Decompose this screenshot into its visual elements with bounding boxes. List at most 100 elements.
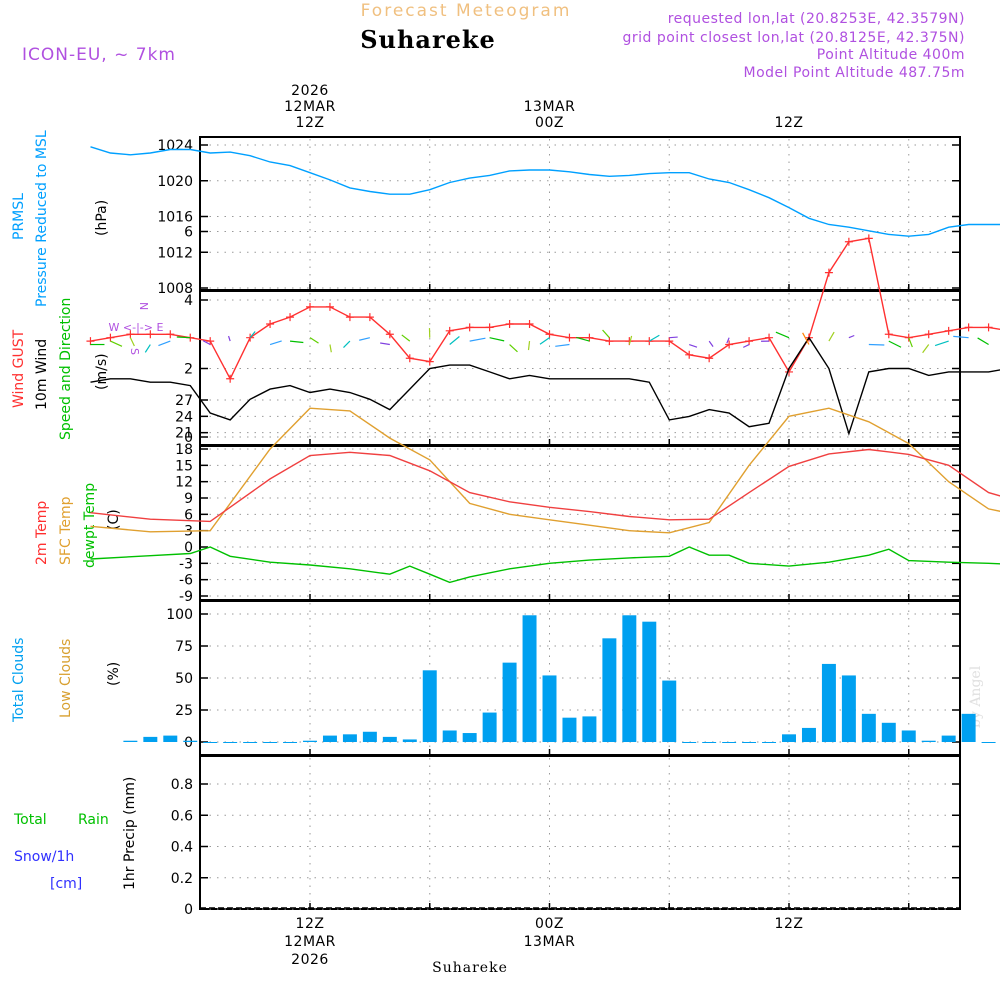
bottom-time-label: 13MAR — [524, 934, 576, 950]
gust-marker — [924, 330, 933, 339]
wind-arrow — [802, 332, 810, 345]
gust-marker — [565, 333, 574, 342]
prmsl-line — [90, 146, 1000, 237]
gust-marker — [745, 337, 754, 346]
point-altitude: Point Altitude 400m — [817, 47, 965, 63]
total-clouds-bar — [981, 742, 996, 743]
total-clouds-bar — [462, 733, 477, 742]
watermark: by Angel — [968, 665, 984, 728]
temperature-ytick-label: 12 — [175, 475, 193, 491]
clouds-ytick-label: 0 — [184, 735, 193, 751]
precipitation-ytick-label: 0.4 — [171, 840, 193, 856]
wind-arrow — [742, 343, 750, 348]
precipitation-ytick-label: 0.2 — [171, 871, 193, 887]
compass-south: S — [128, 348, 141, 355]
gust-marker — [385, 330, 394, 339]
total-clouds-bar — [223, 742, 238, 743]
temperature-ytick-label: -9 — [179, 589, 193, 605]
total-clouds-bar — [682, 742, 697, 743]
total-clouds-bar — [801, 727, 816, 742]
wind-arrow — [953, 335, 969, 339]
pressure-ytick-label: 1008 — [157, 281, 193, 297]
bottom-time-label: 12MAR — [284, 934, 336, 950]
gust-marker — [166, 330, 175, 339]
gust-marker — [685, 350, 694, 359]
prmsl-unit-label: (hPa) — [94, 200, 110, 236]
pressure-frame — [199, 136, 961, 291]
rain-label: Rain — [78, 812, 109, 828]
gust-marker — [465, 323, 474, 332]
wind-arrow — [343, 340, 351, 348]
total-clouds-bar — [402, 739, 417, 742]
top-time-label: 2026 — [291, 83, 329, 99]
wind-arrow — [359, 337, 371, 341]
gust-marker — [445, 326, 454, 335]
temperature-ytick-label: 24 — [175, 409, 193, 425]
gust-marker — [605, 337, 614, 346]
wind-arrow — [129, 337, 135, 347]
wind-arrow — [202, 340, 211, 346]
total-clouds-bar — [622, 615, 637, 742]
sfc-temp-line — [90, 407, 1000, 534]
gust-marker — [266, 319, 275, 328]
tsfc-label: SFC Temp — [58, 496, 74, 565]
compass-north: N — [137, 302, 150, 310]
wind-arrow — [527, 341, 531, 351]
total-clouds-bar — [362, 731, 377, 742]
gust-line — [90, 237, 1000, 381]
total-clouds-bar — [442, 730, 457, 742]
wind-arrow — [888, 340, 902, 348]
temperature-ytick-label: 21 — [175, 426, 193, 442]
total-clouds-bar — [502, 662, 517, 742]
gust-marker — [365, 313, 374, 322]
gust-marker — [585, 333, 594, 342]
low-clouds-label: Low Clouds — [58, 639, 74, 718]
pressure-ytick-label: 1020 — [157, 174, 193, 190]
total-clouds-bar — [642, 621, 657, 742]
wind10m-line — [90, 336, 1000, 436]
gust-marker — [126, 330, 135, 339]
wind-ytick-label: 6 — [184, 225, 193, 241]
wind-arrow — [380, 342, 390, 346]
clouds-ytick-label: 100 — [166, 607, 193, 623]
wind-arrow — [576, 336, 590, 342]
footer-location: Suhareke — [432, 960, 508, 976]
gust-marker — [425, 357, 434, 366]
gust-marker — [944, 326, 953, 335]
temp-unit-label: (C) — [106, 509, 122, 530]
top-time-label: 12Z — [296, 115, 325, 131]
total-clouds-bar — [382, 736, 397, 742]
top-time-axis: 202612MAR12Z13MAR00Z12Z14MAR00Z12Z15MAR0… — [284, 83, 803, 131]
total-clouds-bar — [582, 716, 597, 742]
temperature-ytick-label: 18 — [175, 442, 193, 458]
total-rain-label: Total — [13, 812, 47, 828]
gust-marker — [286, 313, 295, 322]
gust-marker — [545, 330, 554, 339]
bottom-time-axis: 12Z12MAR202600Z13MAR12Z00Z14MAR12Z00Z15M… — [284, 916, 803, 968]
total-clouds-bar — [123, 740, 138, 742]
wind-arrow — [922, 344, 930, 354]
t2m-label: 2m Temp — [34, 501, 50, 565]
wind-arrow — [449, 336, 460, 345]
gust-marker — [964, 323, 973, 332]
bottom-time-label: 2026 — [291, 952, 329, 968]
temperature-ytick-label: 6 — [184, 507, 193, 523]
snow-unit-label: [cm] — [50, 876, 82, 892]
temperature-frame — [199, 445, 961, 601]
gust-marker — [505, 319, 514, 328]
location-title: Suhareke — [360, 25, 496, 54]
gust-marker — [824, 268, 833, 277]
requested-coords: requested lon,lat (20.8253E, 42.3579N) — [668, 11, 965, 27]
total-clouds-bar — [941, 735, 956, 742]
gust-marker — [884, 330, 893, 339]
wind-arrow — [726, 337, 730, 344]
wind-arrow — [689, 343, 698, 348]
wind-arrow — [934, 340, 949, 347]
total-clouds-bar — [702, 742, 717, 743]
precipitation-ytick-label: 0.8 — [171, 777, 193, 793]
wind-arrow — [144, 344, 151, 353]
prmsl-desc-label: Pressure Reduced to MSL — [34, 130, 50, 307]
dewpt-line — [90, 546, 1000, 584]
gust-marker — [765, 333, 774, 342]
total-clouds-bar — [742, 742, 757, 743]
